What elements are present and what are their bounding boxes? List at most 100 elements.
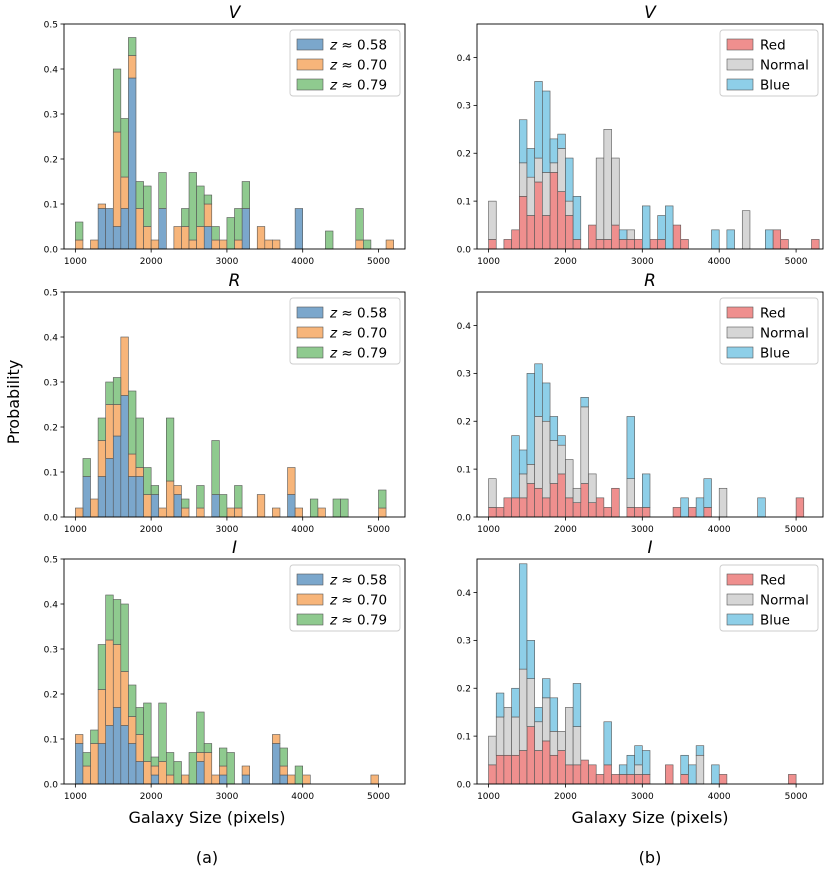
xtick-label-a-R-2000: 2000 [140, 525, 163, 535]
ytick-label-a-R-3: 0.3 [44, 378, 58, 388]
bar-a-V-s0-1400 [105, 208, 114, 250]
bar-b-R-s2-3700 [695, 497, 705, 518]
bar-a-I-s2-1500 [112, 599, 122, 645]
bar-a-I-s0-2900 [219, 774, 228, 785]
bars-b-R [488, 363, 805, 518]
bar-a-I-s2-1300 [97, 644, 106, 690]
bar-a-I-s1-3600 [272, 734, 281, 744]
bar-a-V-s1-2400 [181, 226, 190, 250]
bar-b-V-s0-2900 [634, 239, 643, 250]
ytick-label-b-V-1: 0.1 [457, 197, 471, 207]
bar-a-V-s1-1800 [135, 208, 144, 250]
bar-a-R-s0-2300 [173, 494, 182, 518]
bar-b-I-s0-1800 [549, 754, 559, 785]
bar-b-I-s0-2500 [603, 764, 612, 785]
bar-a-V-s2-2500 [188, 172, 197, 241]
legend-label-a-V-2: z ≈ 0.79 [329, 78, 387, 94]
panel-title-b-I: I [647, 538, 652, 558]
bar-a-R-s1-1400 [105, 404, 114, 459]
bar-b-I-s2-3600 [688, 764, 697, 785]
bar-b-I-s1-1800 [549, 731, 559, 756]
bar-b-R-s0-2100 [572, 502, 582, 518]
bar-a-V-s1-1200 [90, 239, 99, 250]
bar-a-R-s0-1300 [97, 476, 106, 518]
bar-a-I-s2-3700 [279, 747, 288, 767]
bar-a-V-s2-2600 [196, 185, 205, 227]
xtick-label-b-R-5000: 5000 [785, 525, 808, 535]
legend-label-a-R-1: z ≈ 0.70 [329, 326, 387, 342]
ytick-label-b-I-0: 0.0 [457, 780, 472, 790]
bar-a-I-s1-2600 [196, 752, 205, 762]
legend-label-b-V-2: Blue [760, 78, 790, 94]
bar-b-R-s0-1500 [526, 483, 535, 518]
bar-b-I-s2-3500 [680, 754, 689, 775]
bar-b-I-s0-2300 [588, 764, 597, 785]
bar-b-I-s0-1300 [511, 754, 520, 785]
caption-a: (a) [196, 848, 218, 867]
bar-a-I-s1-2900 [219, 765, 228, 776]
ytick-label-a-R-5: 0.5 [44, 288, 58, 298]
bar-a-I-s0-1600 [120, 725, 129, 785]
legend-swatch-a-V-1 [296, 58, 324, 71]
ytick-label-a-V-4: 0.4 [44, 65, 59, 75]
bar-a-V-s2-1800 [135, 181, 144, 209]
bar-b-R-s0-1100 [495, 507, 505, 518]
ytick-label-a-I-3: 0.3 [44, 645, 58, 655]
bar-a-R-s2-1100 [82, 458, 91, 477]
panel-title-a-V: V [229, 3, 242, 23]
bar-a-V-s1-2800 [211, 239, 220, 250]
bar-a-I-s0-1000 [75, 743, 84, 785]
bar-b-V-s1-1500 [526, 176, 535, 216]
bar-b-I-s0-2400 [595, 774, 605, 785]
bar-b-I-s0-4000 [718, 774, 728, 785]
bar-a-R-s1-3100 [234, 507, 243, 518]
bar-a-V-s0-3200 [241, 208, 250, 250]
bar-a-I-s1-1000 [75, 734, 84, 744]
bar-a-I-s0-1300 [97, 743, 106, 785]
ytick-label-b-V-2: 0.2 [457, 150, 471, 160]
bar-b-I-s1-3700 [695, 754, 705, 785]
xtick-label-b-I-2000: 2000 [554, 792, 577, 802]
bar-a-R-s0-3800 [287, 494, 296, 518]
bar-a-R-s1-3000 [226, 507, 235, 518]
bar-b-V-s2-1800 [549, 138, 559, 164]
bar-b-V-s1-1800 [549, 162, 559, 173]
axes-frame-a-V [63, 23, 406, 250]
legend-label-b-I-1: Normal [760, 593, 809, 609]
bar-b-I-s0-2000 [565, 764, 574, 785]
bar-b-R-s1-2100 [572, 487, 582, 503]
bar-a-I-s1-1700 [128, 716, 137, 744]
bar-a-I-s2-2300 [173, 761, 182, 785]
legend-label-b-V-0: Red [760, 38, 786, 54]
bar-b-V-s0-1600 [534, 181, 543, 250]
bar-b-I-s2-1700 [542, 678, 551, 699]
bar-b-R-s0-1000 [488, 507, 497, 518]
legend-label-b-R-0: Red [760, 306, 786, 322]
bar-a-R-s1-3800 [287, 467, 296, 495]
ytick-label-b-I-4: 0.4 [457, 589, 472, 599]
legend-b-I: Red Normal Blue [719, 564, 819, 632]
bars-a-I [75, 594, 379, 785]
ytick-label-a-V-1: 0.1 [44, 200, 58, 210]
bar-a-R-s2-4100 [309, 498, 319, 518]
xtick-label-b-V-5000: 5000 [785, 257, 808, 267]
bar-b-I-s0-3300 [665, 764, 674, 785]
xtick-label-b-I-4000: 4000 [708, 792, 731, 802]
bar-a-I-s0-3600 [272, 743, 281, 785]
ytick-label-a-V-0: 0.0 [44, 245, 59, 255]
bar-b-R-s2-4500 [757, 497, 766, 518]
xtick-label-a-V-4000: 4000 [291, 257, 314, 267]
bar-b-V-s0-4700 [772, 229, 782, 250]
bar-b-V-s2-2000 [565, 157, 574, 202]
ytick-label-b-V-0: 0.0 [457, 245, 472, 255]
axes-frame-b-R [476, 291, 824, 518]
xtick-label-b-R-2000: 2000 [554, 525, 577, 535]
xtick-label-a-R-1000: 1000 [64, 525, 87, 535]
bar-b-R-s0-3000 [642, 507, 651, 518]
bar-b-V-s1-1900 [557, 148, 566, 192]
ytick-label-b-V-3: 0.3 [457, 102, 471, 112]
bar-b-V-s1-1700 [542, 172, 551, 216]
bar-b-I-s2-2500 [603, 721, 612, 766]
bar-b-I-s1-1300 [511, 716, 520, 756]
xtick-label-b-R-3000: 3000 [631, 525, 654, 535]
